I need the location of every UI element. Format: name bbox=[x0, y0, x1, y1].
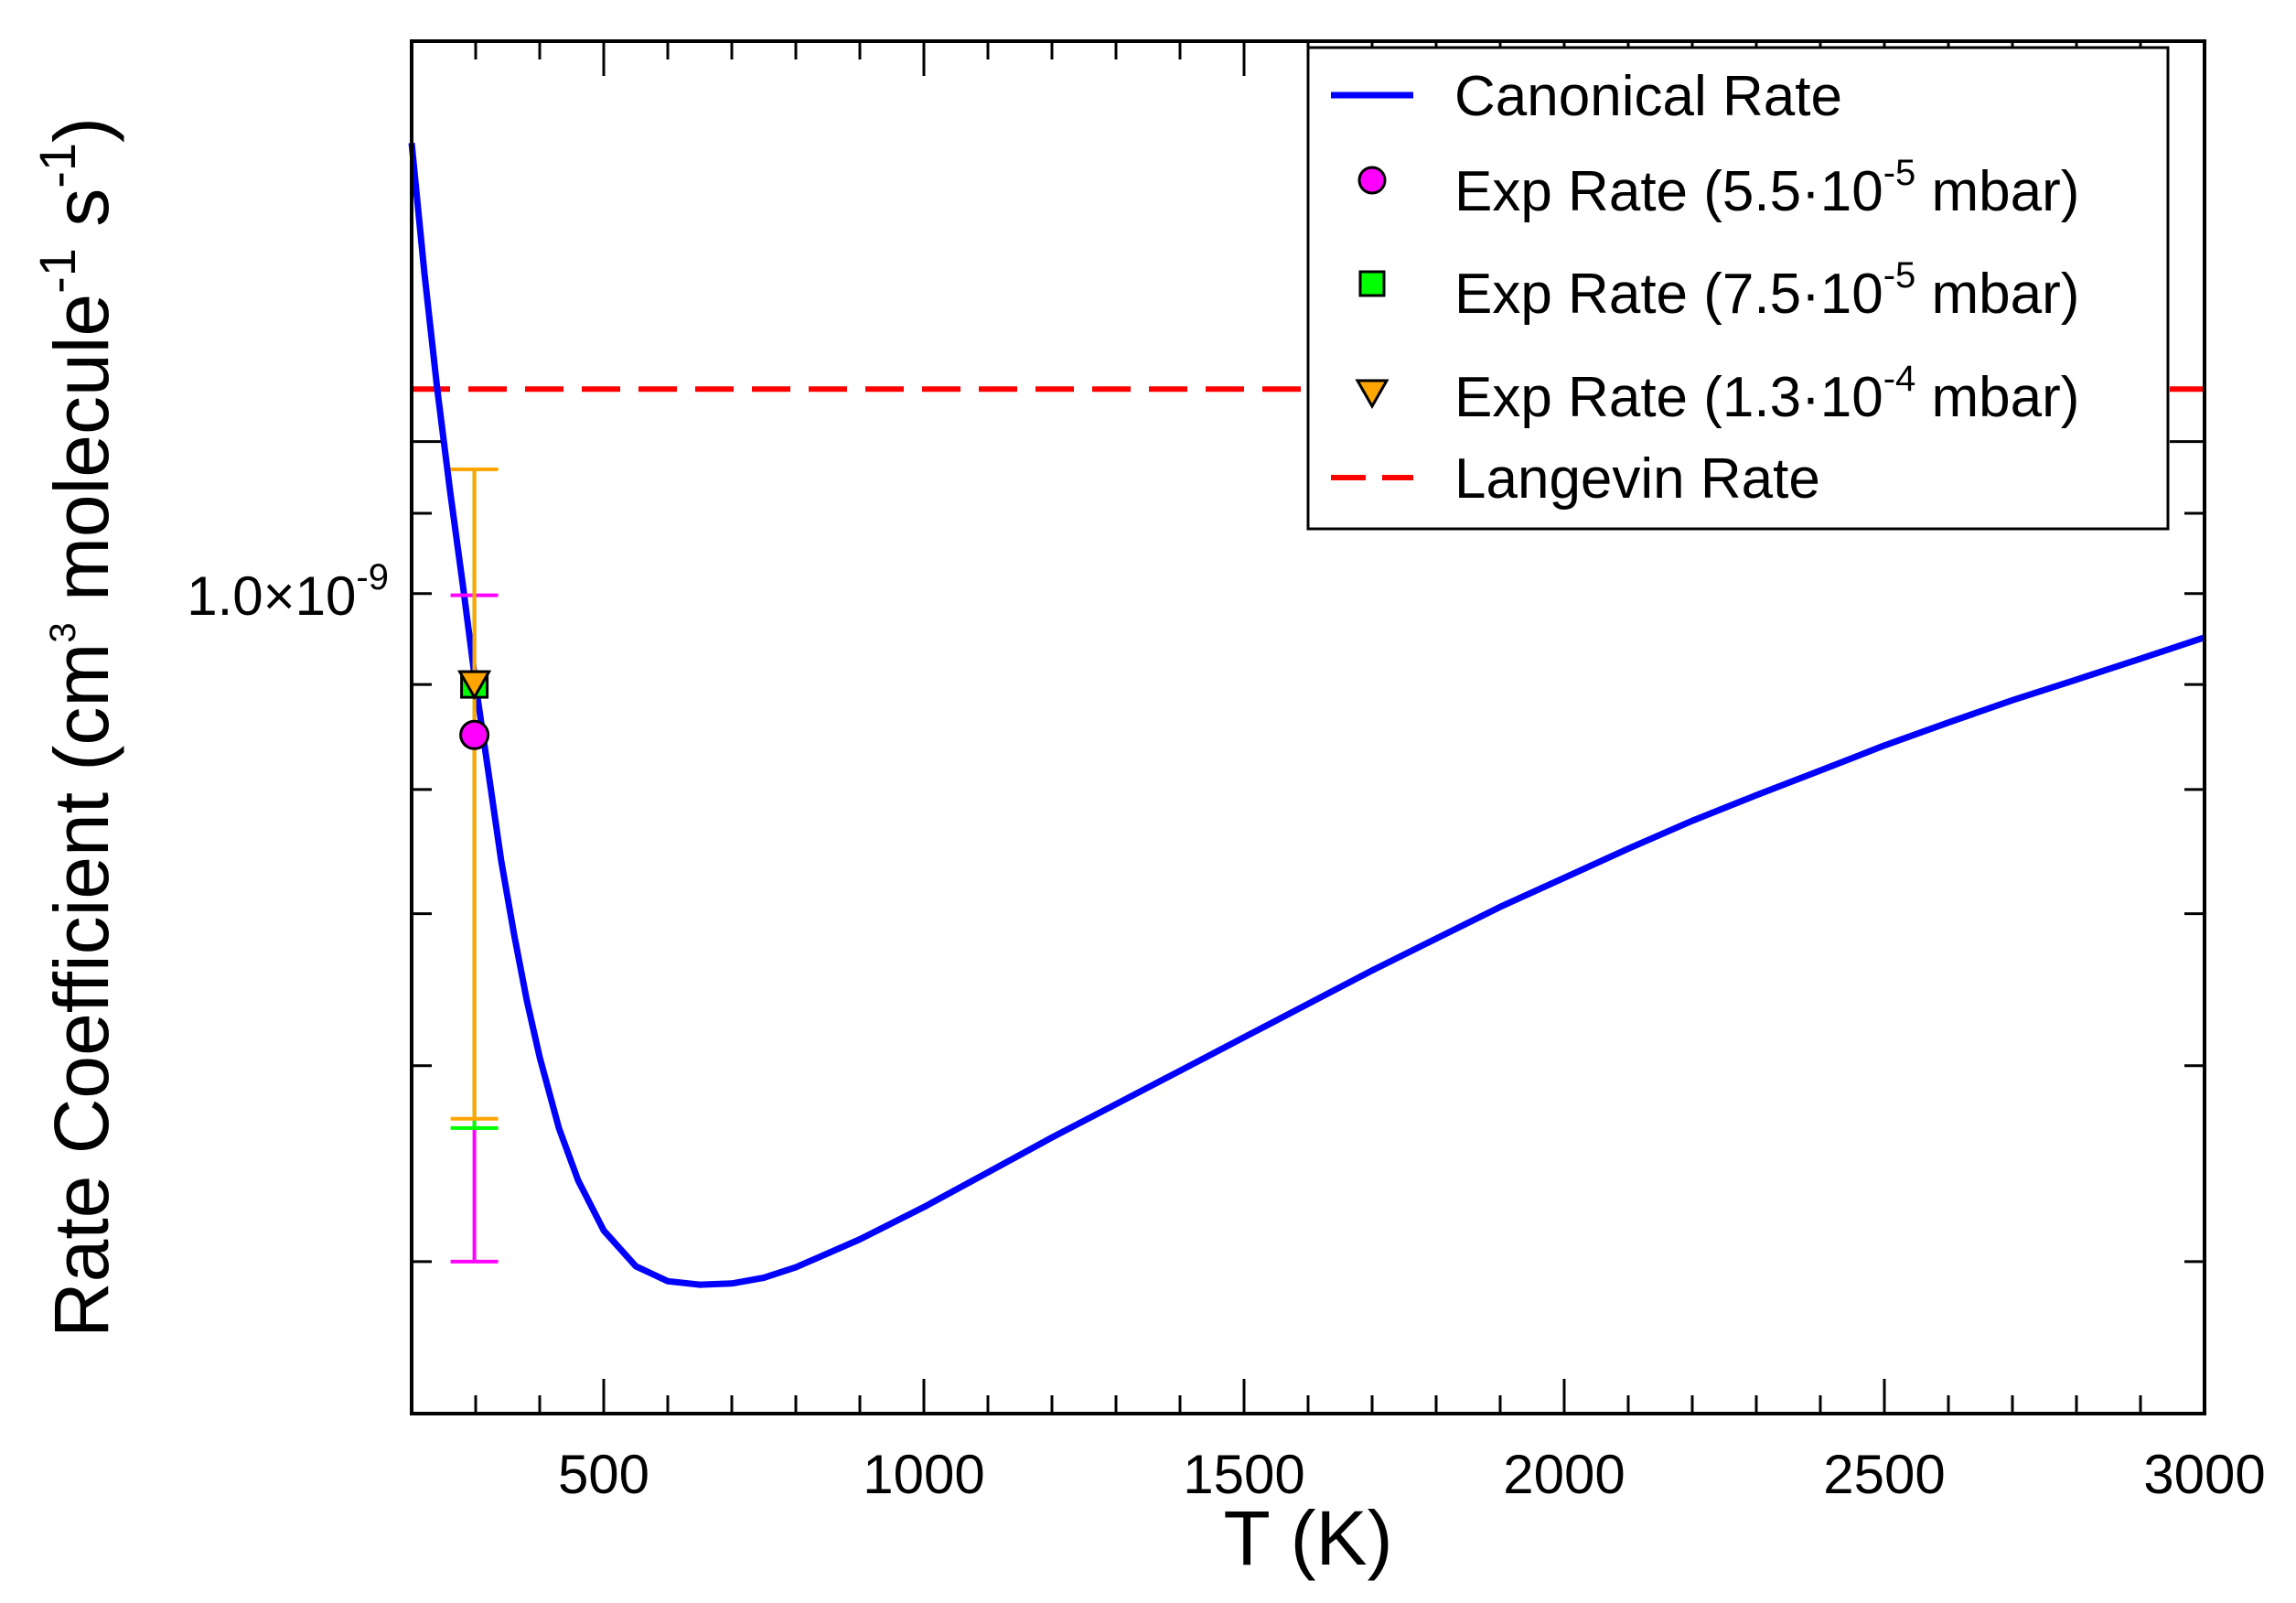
y-tick-label: 1.0×10-9 bbox=[187, 557, 389, 627]
legend-exp3-suffix: mbar) bbox=[1915, 366, 2079, 429]
y-tick-times: ×10 bbox=[263, 565, 357, 627]
legend-exp2-sup: -5 bbox=[1883, 255, 1916, 296]
legend-exp3-sup: -4 bbox=[1883, 359, 1916, 399]
legend-exp2-marker bbox=[1358, 270, 1386, 297]
x-tick-label: 2000 bbox=[1503, 1444, 1625, 1505]
plot-frame bbox=[410, 39, 2206, 1415]
y-tick-mantissa: 1.0 bbox=[187, 565, 263, 627]
y-axis-title: Rate Coefficient (cm3 molecule-1 s-1) bbox=[28, 117, 124, 1338]
legend-exp1-prefix: Exp Rate (5.5·10 bbox=[1454, 160, 1883, 223]
legend-exp2-prefix: Exp Rate (7.5·10 bbox=[1454, 263, 1883, 326]
y-tick-exponent: -9 bbox=[356, 557, 389, 597]
legend-canonical-label: Canonical Rate bbox=[1454, 65, 1842, 128]
exp1-marker bbox=[459, 719, 490, 750]
y-title-sup1: 3 bbox=[43, 622, 83, 642]
legend-langevin-label: Langevin Rate bbox=[1454, 447, 1820, 511]
x-tick-label: 1000 bbox=[863, 1444, 984, 1505]
y-title-part-mid2: s bbox=[38, 188, 124, 248]
x-tick-label: 2500 bbox=[1823, 1444, 1945, 1505]
x-tick-label: 1500 bbox=[1183, 1444, 1304, 1505]
x-tick-label: 3000 bbox=[2143, 1444, 2265, 1505]
x-tick-label: 500 bbox=[558, 1444, 649, 1505]
legend-exp2-suffix: mbar) bbox=[1915, 263, 2079, 326]
legend-box bbox=[1306, 46, 2170, 531]
legend-exp3-prefix: Exp Rate (1.3·10 bbox=[1454, 366, 1883, 429]
x-axis-title: T (K) bbox=[1223, 1495, 1392, 1581]
y-title-sup2: -1 bbox=[28, 248, 86, 294]
canonical-rate-line bbox=[408, 142, 2206, 1288]
legend-exp1-marker bbox=[1357, 166, 1387, 195]
legend-exp3-marker bbox=[1355, 379, 1389, 410]
legend-exp1-sup: -5 bbox=[1883, 153, 1916, 193]
legend: Canonical Rate Exp Rate (5.5·10-5 mbar) … bbox=[1306, 46, 2170, 531]
y-title-sup3: -1 bbox=[28, 143, 86, 188]
y-title-part-prefix: Rate Coefficient (cm bbox=[38, 643, 124, 1338]
y-title-part-suffix: ) bbox=[38, 117, 124, 143]
exp3-marker bbox=[457, 670, 492, 701]
legend-exp1-label: Exp Rate (5.5·10-5 mbar) bbox=[1454, 153, 2079, 223]
x-tick-labels: 500 1000 1500 2000 2500 3000 bbox=[558, 1444, 2266, 1505]
y-title-part-mid1: molecule bbox=[38, 294, 124, 623]
legend-exp2-label: Exp Rate (7.5·10-5 mbar) bbox=[1454, 255, 2079, 326]
legend-exp3-label: Exp Rate (1.3·10-4 mbar) bbox=[1454, 359, 2079, 429]
legend-exp1-suffix: mbar) bbox=[1915, 160, 2079, 223]
